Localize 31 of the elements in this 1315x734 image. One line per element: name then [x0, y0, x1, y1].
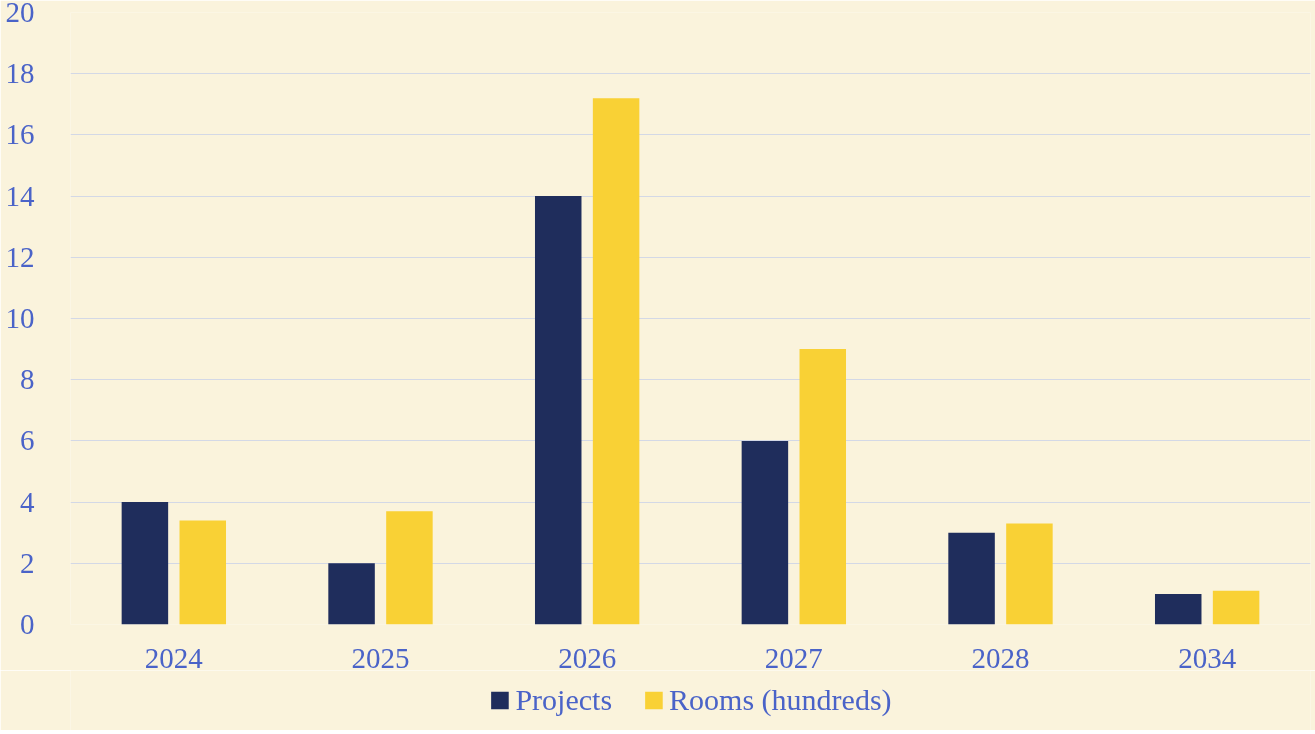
bar: [1212, 590, 1260, 625]
x-tick-label: 2027: [764, 641, 823, 674]
legend-label: Rooms (hundreds): [669, 683, 892, 717]
bar: [1006, 523, 1053, 625]
y-tick-label: 4: [20, 485, 35, 518]
bar: [741, 440, 789, 625]
y-tick-label: 10: [5, 302, 35, 334]
bar: [179, 520, 227, 625]
y-tick-label: 12: [5, 240, 35, 273]
y-tick-label: 16: [5, 118, 35, 151]
x-tick-label: 2024: [144, 641, 204, 674]
y-tick-label: 6: [20, 424, 35, 457]
bar: [328, 563, 375, 625]
x-tick-label: 2026: [558, 641, 617, 674]
bar: [534, 196, 582, 625]
bar: [592, 98, 640, 625]
legend-label: Projects: [515, 683, 613, 717]
y-tick-label: 18: [5, 57, 35, 90]
y-tick-label: 8: [20, 363, 35, 396]
x-tick-label: 2034: [1178, 641, 1237, 674]
x-tick-label: 2025: [351, 641, 410, 674]
bar: [1154, 593, 1202, 625]
y-tick-label: 2: [20, 546, 35, 579]
bar: [386, 511, 433, 625]
bar: [121, 502, 169, 625]
y-tick-label: 0: [20, 608, 35, 640]
x-tick-label: 2028: [971, 641, 1030, 674]
y-tick-label: 20: [5, 0, 35, 28]
y-tick-label: 14: [5, 179, 35, 212]
bar: [948, 532, 995, 625]
bar: [799, 349, 847, 625]
